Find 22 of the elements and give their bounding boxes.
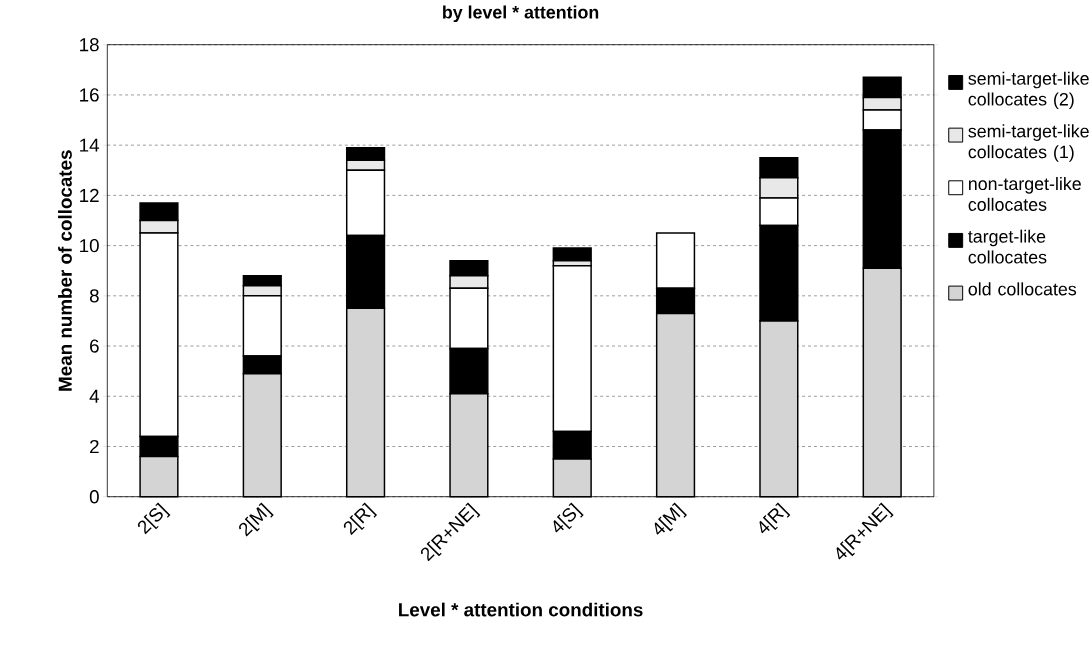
legend-label: old collocates	[968, 282, 1077, 296]
y-tick-label: 16	[80, 88, 99, 102]
chart-title: by level * attention	[443, 5, 599, 23]
y-axis-title: Mean number of collocates	[58, 150, 72, 391]
y-tick-label: 8	[89, 289, 99, 303]
x-tick-label: 2[S]	[137, 502, 171, 535]
y-tick-label: 18	[80, 38, 99, 52]
y-tick-label: 2	[90, 440, 99, 454]
y-tick-label: 12	[80, 189, 99, 203]
y-tick-label: 0	[89, 490, 99, 504]
legend-label: target-like collocates	[968, 229, 1047, 264]
x-tick-label: 4[R]	[759, 502, 791, 534]
y-tick-label: 14	[80, 138, 100, 152]
legend-label: semi-target-like collocates (1)	[968, 124, 1089, 162]
bar	[552, 247, 592, 262]
y-tick-label: 4	[89, 390, 100, 403]
legend-label: semi-target-like collocates (2)	[968, 71, 1089, 110]
y-tick-label: 10	[80, 239, 99, 253]
y-tick-label: 6	[90, 339, 99, 353]
x-tick-label: 4[S]	[553, 502, 584, 533]
x-axis-title: Level * attention conditions	[399, 602, 643, 617]
legend-label: non-target-like collocates	[968, 177, 1081, 212]
